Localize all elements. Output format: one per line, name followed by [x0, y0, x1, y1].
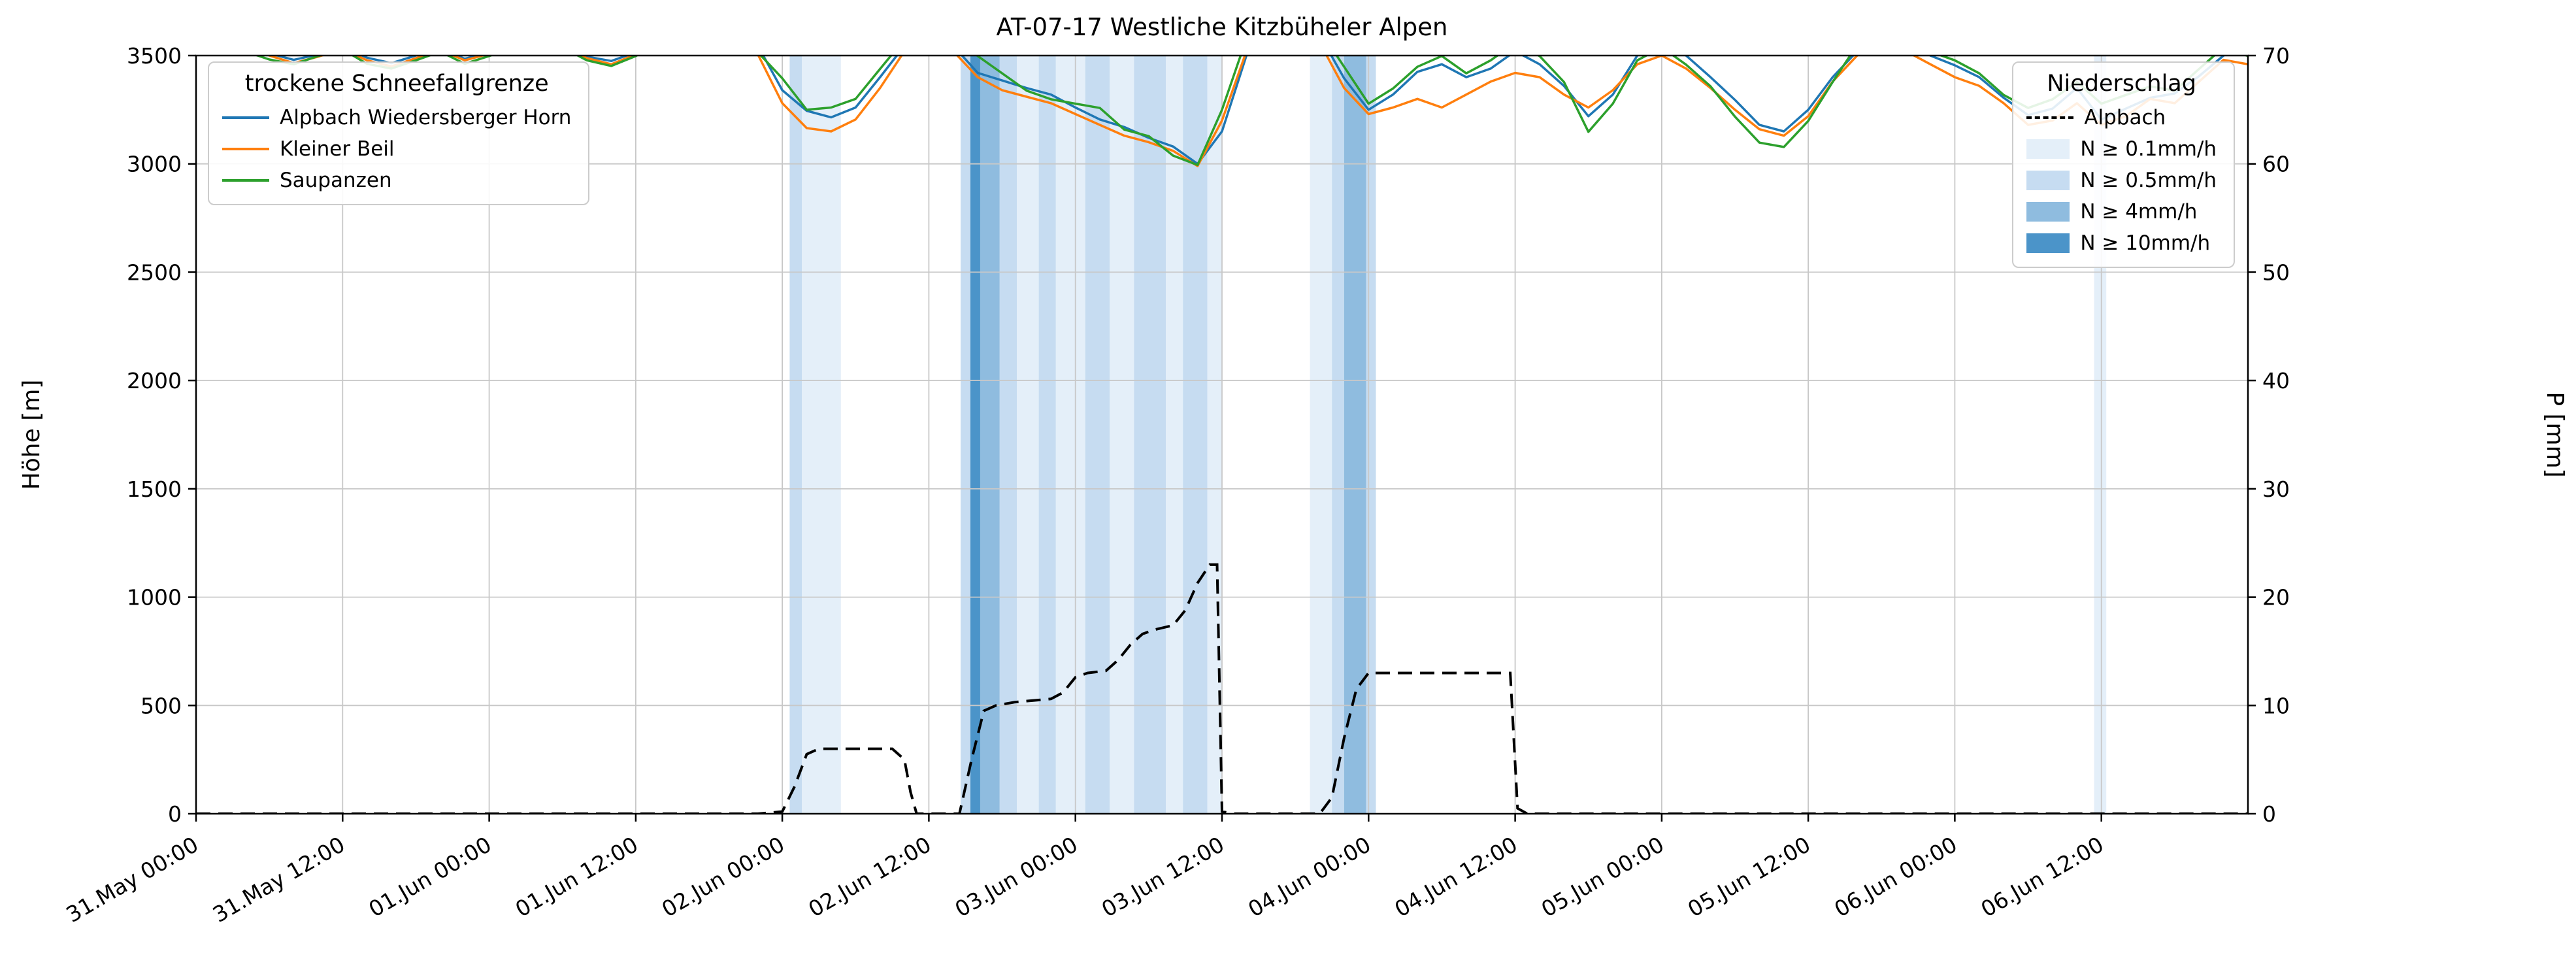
- line-sample-icon: [222, 116, 269, 119]
- legend-entry-label: Saupanzen: [280, 169, 392, 192]
- svg-text:31.May 12:00: 31.May 12:00: [208, 831, 349, 927]
- line-sample-icon: [222, 179, 269, 182]
- svg-text:05.Jun 00:00: 05.Jun 00:00: [1537, 831, 1668, 922]
- legend-entry-label: N ≥ 10mm/h: [2080, 231, 2211, 255]
- band-swatch-icon: [2026, 202, 2070, 222]
- svg-text:500: 500: [140, 693, 182, 718]
- band-swatch-icon: [2026, 171, 2070, 190]
- legend-entry-label: N ≥ 0.1mm/h: [2080, 137, 2217, 161]
- legend-entry-alpbach-wiedersberger-horn: Alpbach Wiedersberger Horn: [218, 102, 575, 133]
- svg-text:40: 40: [2262, 368, 2290, 393]
- svg-text:60: 60: [2262, 152, 2290, 177]
- svg-text:04.Jun 00:00: 04.Jun 00:00: [1244, 831, 1375, 922]
- svg-text:02.Jun 12:00: 02.Jun 12:00: [804, 831, 935, 922]
- svg-text:1000: 1000: [127, 585, 182, 610]
- svg-text:03.Jun 00:00: 03.Jun 00:00: [951, 831, 1082, 922]
- legend-entry-label: N ≥ 0.5mm/h: [2080, 169, 2217, 192]
- svg-text:1500: 1500: [127, 476, 182, 502]
- legend-snowline-title: trockene Schneefallgrenze: [244, 71, 549, 97]
- svg-text:50: 50: [2262, 259, 2290, 285]
- legend-entry-label: Alpbach Wiedersberger Horn: [280, 106, 572, 129]
- svg-text:3500: 3500: [127, 43, 182, 69]
- legend-entry-alpbach-precip: Alpbach: [2023, 102, 2221, 133]
- svg-text:0: 0: [168, 801, 182, 827]
- svg-text:06.Jun 00:00: 06.Jun 00:00: [1830, 831, 1961, 922]
- legend-snowline: trockene Schneefallgrenze Alpbach Wieder…: [208, 61, 590, 205]
- legend-entry-label: Kleiner Beil: [280, 137, 395, 161]
- band-swatch-icon: [2026, 139, 2070, 159]
- svg-text:03.Jun 12:00: 03.Jun 12:00: [1097, 831, 1229, 922]
- legend-entry-kleiner-beil: Kleiner Beil: [218, 133, 575, 165]
- svg-text:Höhe [m]: Höhe [m]: [18, 380, 45, 490]
- svg-text:30: 30: [2262, 476, 2290, 502]
- band-swatch-icon: [2026, 233, 2070, 253]
- legend-entry-label: N ≥ 4mm/h: [2080, 200, 2198, 224]
- svg-text:3000: 3000: [127, 152, 182, 177]
- svg-text:06.Jun 12:00: 06.Jun 12:00: [1977, 831, 2108, 922]
- legend-entry-band-4: N ≥ 4mm/h: [2023, 196, 2221, 227]
- legend-entry-band-10: N ≥ 10mm/h: [2023, 227, 2221, 259]
- svg-text:0: 0: [2262, 801, 2276, 827]
- dashed-line-sample-icon: [2026, 116, 2074, 119]
- svg-text:10: 10: [2262, 693, 2290, 718]
- legend-precip-title: Niederschlag: [2047, 71, 2196, 97]
- svg-text:02.Jun 00:00: 02.Jun 00:00: [657, 831, 789, 922]
- svg-text:05.Jun 12:00: 05.Jun 12:00: [1683, 831, 1815, 922]
- svg-text:2500: 2500: [127, 259, 182, 285]
- svg-text:P [mm]: P [mm]: [2541, 392, 2568, 477]
- legend-precip: Niederschlag Alpbach N ≥ 0.1mm/h N ≥ 0.5…: [2012, 61, 2235, 268]
- svg-text:31.May 00:00: 31.May 00:00: [62, 831, 203, 927]
- svg-text:01.Jun 00:00: 01.Jun 00:00: [365, 831, 496, 922]
- svg-text:01.Jun 12:00: 01.Jun 12:00: [511, 831, 642, 922]
- legend-entry-band-05: N ≥ 0.5mm/h: [2023, 165, 2221, 196]
- svg-text:70: 70: [2262, 43, 2290, 69]
- svg-text:2000: 2000: [127, 368, 182, 393]
- svg-text:04.Jun 12:00: 04.Jun 12:00: [1391, 831, 1522, 922]
- legend-entry-label: Alpbach: [2084, 106, 2166, 129]
- chart-title: AT-07-17 Westliche Kitzbüheler Alpen: [996, 13, 1448, 41]
- svg-text:20: 20: [2262, 585, 2290, 610]
- legend-entry-band-01: N ≥ 0.1mm/h: [2023, 133, 2221, 165]
- line-sample-icon: [222, 148, 269, 150]
- legend-entry-saupanzen: Saupanzen: [218, 165, 575, 196]
